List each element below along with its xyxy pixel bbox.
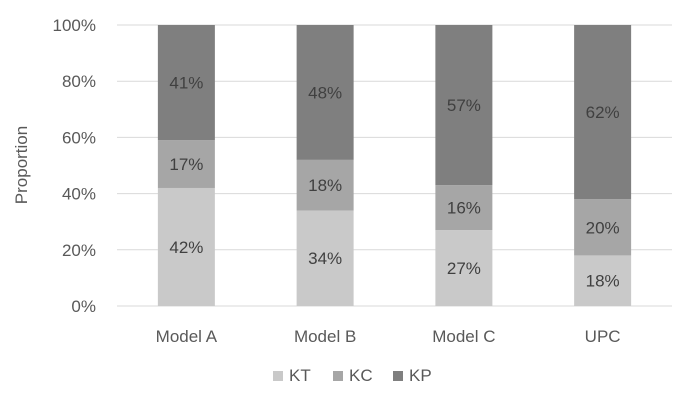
y-tick-label: 0% xyxy=(71,297,96,316)
legend-label-kc: KC xyxy=(349,366,373,385)
legend-swatch-kc xyxy=(333,371,343,381)
x-tick-label: UPC xyxy=(585,327,621,346)
legend-label-kp: KP xyxy=(409,366,432,385)
y-tick-label: 100% xyxy=(53,16,96,35)
x-tick-label: Model B xyxy=(294,327,356,346)
x-axis-ticks: Model A Model B Model C UPC xyxy=(156,327,621,346)
legend: KT KC KP xyxy=(273,366,432,385)
x-tick-label: Model C xyxy=(432,327,495,346)
data-label: 42% xyxy=(169,238,203,257)
bar-kp-model-c xyxy=(435,25,493,186)
bar-kt-upc xyxy=(574,255,632,306)
data-label: 27% xyxy=(447,259,481,278)
x-tick-label: Model A xyxy=(156,327,218,346)
data-label: 62% xyxy=(586,103,620,122)
y-tick-label: 20% xyxy=(62,241,96,260)
data-label: 48% xyxy=(308,83,342,102)
bar-kp-model-b xyxy=(296,25,354,160)
legend-swatch-kp xyxy=(393,371,403,381)
bar-kc-model-c xyxy=(435,185,493,231)
y-axis-label: Proportion xyxy=(12,126,31,204)
data-labels: 42% 17% 41% 34% 18% 48% 27% 16% 57% 18% 20% 62% xyxy=(169,74,619,291)
y-tick-label: 40% xyxy=(62,185,96,204)
data-label: 18% xyxy=(308,176,342,195)
y-tick-label: 60% xyxy=(62,128,96,147)
bar-kt-model-c xyxy=(435,230,493,306)
bar-kc-model-a xyxy=(157,140,215,188)
legend-label-kt: KT xyxy=(289,366,311,385)
legend-swatch-kt xyxy=(273,371,283,381)
data-label: 34% xyxy=(308,249,342,268)
data-label: 17% xyxy=(169,155,203,174)
bar-kc-model-b xyxy=(296,159,354,211)
bars xyxy=(157,25,632,306)
data-label: 20% xyxy=(586,218,620,237)
data-label: 57% xyxy=(447,96,481,115)
y-axis-ticks: 0% 20% 40% 60% 80% 100% xyxy=(53,16,96,316)
bar-kc-upc xyxy=(574,199,632,256)
y-tick-label: 80% xyxy=(62,72,96,91)
bar-kt-model-b xyxy=(296,210,354,306)
bar-kp-upc xyxy=(574,25,632,200)
data-label: 41% xyxy=(169,74,203,93)
data-label: 18% xyxy=(586,272,620,291)
data-label: 16% xyxy=(447,199,481,218)
bar-kp-model-a xyxy=(157,25,215,141)
bar-kt-model-a xyxy=(157,187,215,306)
